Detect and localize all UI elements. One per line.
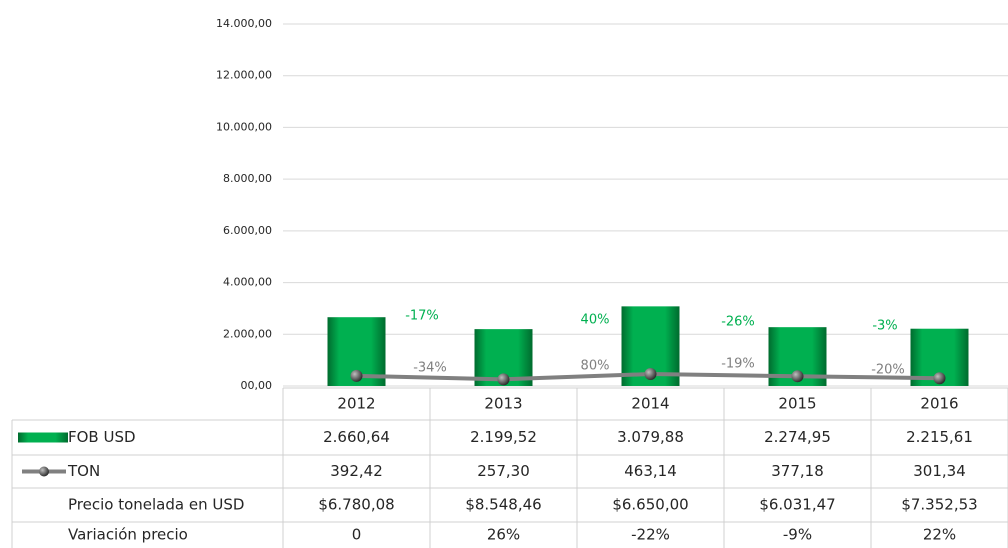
x-tick-label: 2016 — [920, 395, 958, 413]
table-cell: $7.352,53 — [901, 496, 977, 514]
table-cell: 2.199,52 — [470, 428, 537, 446]
annotation: 80% — [581, 359, 610, 374]
y-tick-label: 8.000,00 — [223, 172, 272, 185]
table-cell: 392,42 — [330, 462, 383, 480]
table-cell: 2.660,64 — [323, 428, 390, 446]
y-tick-label: 4.000,00 — [223, 276, 272, 289]
annotation: 40% — [581, 313, 610, 328]
legend-label: FOB USD — [68, 428, 136, 446]
table-cell: 26% — [487, 526, 520, 544]
y-tick-label: 12.000,00 — [216, 69, 272, 82]
table-cell: -9% — [783, 526, 812, 544]
table-cell: -22% — [631, 526, 670, 544]
y-tick-label: 6.000,00 — [223, 224, 272, 237]
annotation: -20% — [871, 363, 905, 378]
y-tick-label: 14.000,00 — [216, 17, 272, 30]
legend-swatch — [18, 432, 68, 443]
table-cell: 257,30 — [477, 462, 530, 480]
table-cell: 2.215,61 — [906, 428, 973, 446]
line-marker — [791, 370, 804, 383]
table-cell: $8.548,46 — [465, 496, 541, 514]
table-cell: $6.780,08 — [318, 496, 394, 514]
legend-label: TON — [67, 462, 100, 480]
x-tick-label: 2013 — [484, 395, 522, 413]
table-cell: 0 — [352, 526, 362, 544]
line-marker — [497, 373, 510, 386]
table-cell: 3.079,88 — [617, 428, 684, 446]
y-tick-label: 2.000,00 — [223, 327, 272, 340]
annotation: -26% — [721, 315, 755, 330]
y-tick-label: 00,00 — [241, 379, 273, 392]
annotation: -17% — [405, 309, 439, 324]
row-label: Variación precio — [68, 526, 188, 544]
x-tick-label: 2012 — [337, 395, 375, 413]
table-cell: 377,18 — [771, 462, 824, 480]
line-marker — [933, 372, 946, 385]
y-tick-label: 10.000,00 — [216, 120, 272, 133]
table-cell: 2.274,95 — [764, 428, 831, 446]
x-tick-label: 2015 — [778, 395, 816, 413]
annotation: -19% — [721, 357, 755, 372]
row-label: Precio tonelada en USD — [68, 496, 244, 514]
table-cell: 301,34 — [913, 462, 966, 480]
line-marker — [350, 369, 363, 382]
annotation: -34% — [413, 361, 447, 376]
x-tick-label: 2014 — [631, 395, 669, 413]
annotation: -3% — [872, 319, 897, 334]
table-cell: $6.031,47 — [759, 496, 835, 514]
line-marker — [644, 368, 657, 381]
legend-marker — [39, 466, 49, 477]
table-cell: 22% — [923, 526, 956, 544]
table-cell: $6.650,00 — [612, 496, 688, 514]
table-cell: 463,14 — [624, 462, 677, 480]
